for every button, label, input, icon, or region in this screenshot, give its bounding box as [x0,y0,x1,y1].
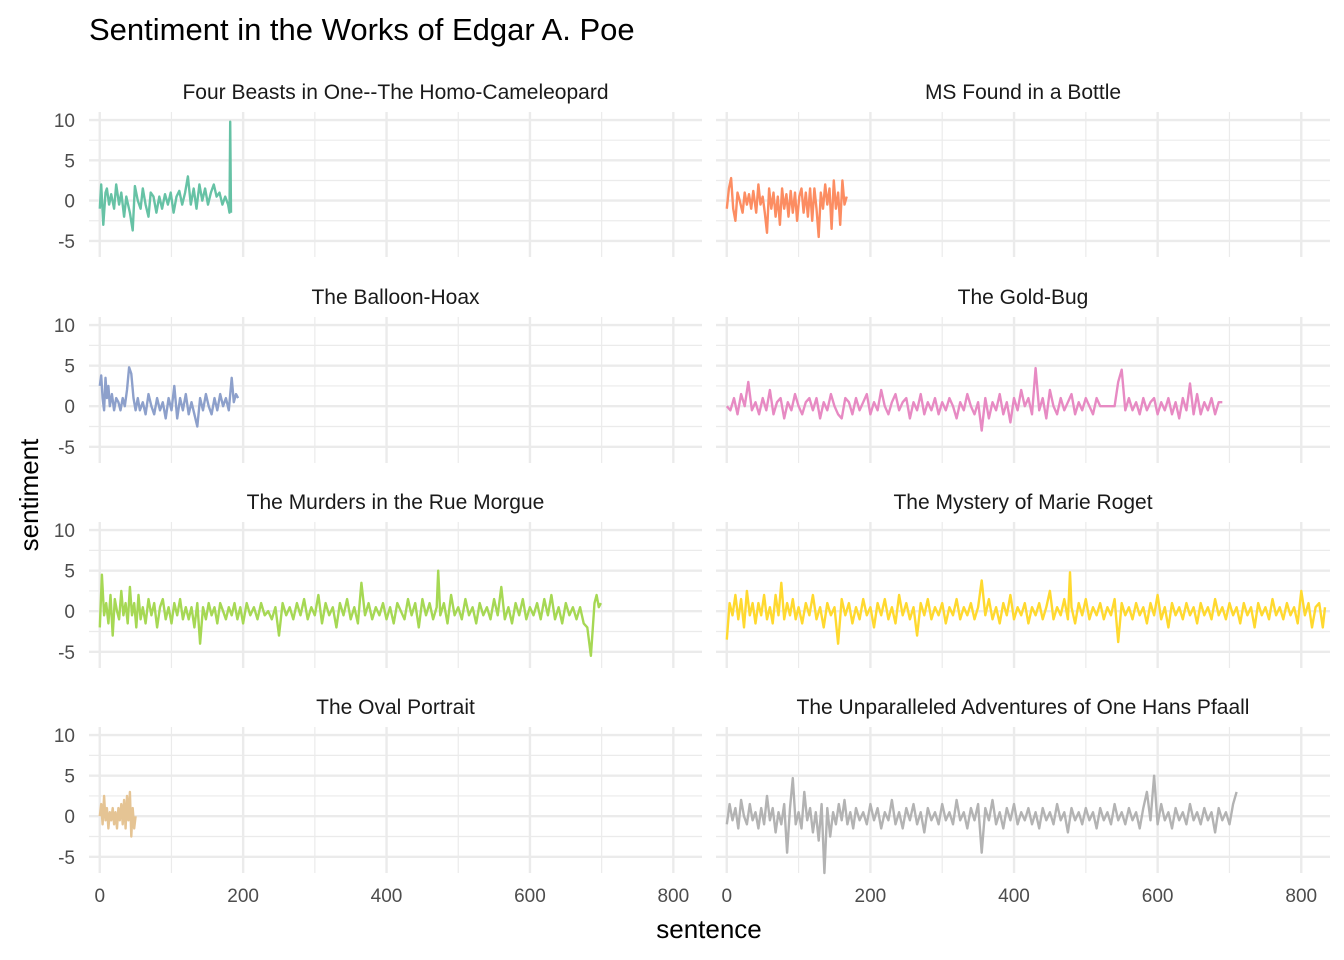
y-tick-label: 5 [64,562,75,583]
facet-title: The Murders in the Rue Morgue [247,491,545,514]
facet-title: The Mystery of Marie Roget [893,491,1152,514]
x-tick-label: 200 [855,886,887,907]
facet-panel: The Oval Portrait -5 0 5 10 [54,696,702,873]
x-tick-label: 600 [1142,886,1174,907]
y-tick-label: 10 [54,316,75,337]
facet-title: MS Found in a Bottle [925,81,1121,104]
facet-title: The Oval Portrait [316,696,475,719]
series-line [98,790,137,838]
y-tick-label: 10 [54,726,75,747]
facet-title: The Unparalleled Adventures of One Hans … [797,696,1250,719]
facet-panels: Four Beasts in One--The Homo-Cameleopard… [54,81,1330,875]
x-tick-label: 0 [94,886,105,907]
series-line [98,569,602,657]
x-tick-label: 600 [514,886,546,907]
x-tick-label: 800 [1285,886,1317,907]
x-tick-label: 0 [721,886,732,907]
y-tick-label: 0 [64,397,75,418]
series-line [98,366,240,428]
series-line [725,774,1238,875]
y-tick-label: -5 [58,232,75,253]
y-tick-label: 5 [64,357,75,378]
y-tick-label: 0 [64,602,75,623]
x-tick-label: 400 [371,886,403,907]
facet-panel: The Unparalleled Adventures of One Hans … [716,696,1330,875]
y-tick-label: -5 [58,643,75,664]
facet-panel: The Balloon-Hoax -5 0 5 10 [54,286,702,463]
y-tick-label: 10 [54,521,75,542]
y-tick-label: 5 [64,151,75,172]
x-tick-label: 200 [227,886,259,907]
y-tick-label: -5 [58,848,75,869]
x-axis-tick-labels: 0 200 400 600 800 0 200 400 600 800 [94,886,1317,907]
facet-panel: The Gold-Bug [716,286,1330,463]
facet-panel: The Murders in the Rue Morgue -5 0 5 10 [54,491,702,668]
x-tick-label: 800 [657,886,689,907]
x-tick-label: 400 [998,886,1030,907]
series-line [725,176,848,239]
y-tick-label: 0 [64,807,75,828]
x-axis-label: sentence [656,914,762,944]
facet-title: The Balloon-Hoax [311,286,480,309]
y-tick-label: 10 [54,111,75,132]
y-tick-label: 0 [64,192,75,213]
chart-title: Sentiment in the Works of Edgar A. Poe [89,12,635,47]
series-line [98,120,233,232]
facet-title: The Gold-Bug [958,286,1089,309]
series-line [725,571,1327,645]
series-line [725,366,1223,432]
facet-panel: MS Found in a Bottle [716,81,1330,257]
y-tick-label: -5 [58,438,75,459]
y-tick-label: 5 [64,767,75,788]
facet-panel: Four Beasts in One--The Homo-Cameleopard… [54,81,702,257]
y-axis-label: sentiment [14,438,44,551]
facet-title: Four Beasts in One--The Homo-Cameleopard [182,81,608,104]
facet-panel: The Mystery of Marie Roget [716,491,1330,668]
